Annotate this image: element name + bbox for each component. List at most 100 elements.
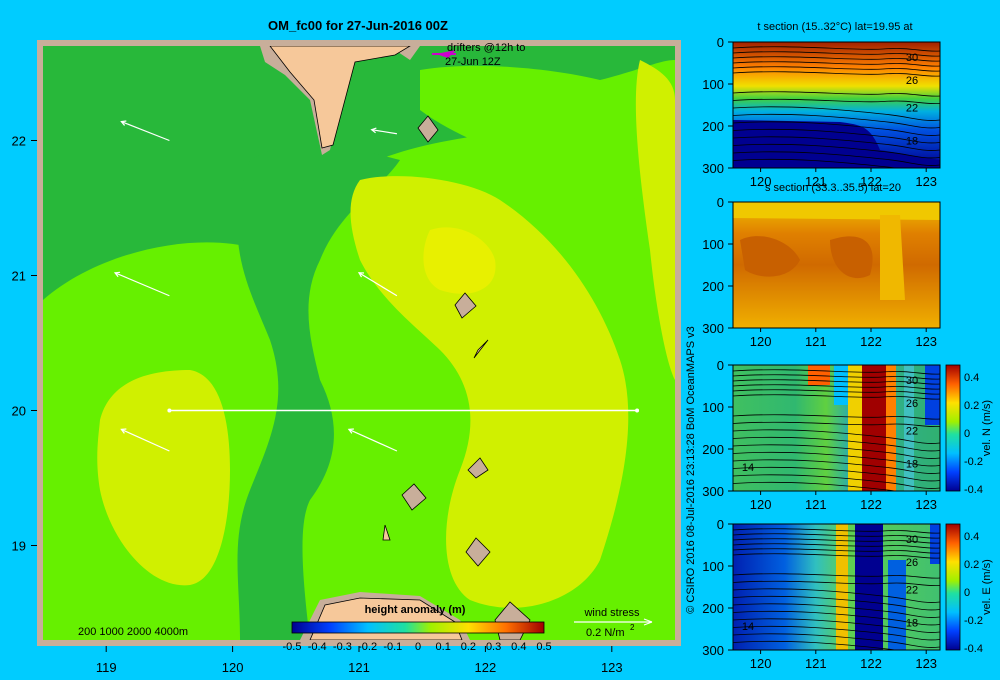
isotherm-contour [733, 548, 940, 554]
vn-cell-3 [848, 365, 862, 491]
depth-contour-legend: 200 1000 2000 4000m [78, 626, 188, 638]
isotherm-contour [733, 158, 898, 168]
map-title: OM_fc00 for 27-Jun-2016 00Z [268, 18, 448, 33]
map-axis-ticks: 119 120 121 122 123 19 20 21 22 [12, 134, 623, 676]
contour-label: 26 [906, 75, 918, 87]
isotherm-contour [733, 414, 940, 420]
section-y-tick-label: 300 [702, 484, 724, 499]
section-y-tick-label: 100 [702, 400, 724, 415]
vn-colorbar-label: vel. N (m/s) [981, 400, 993, 456]
map-y-tick-label: 19 [12, 539, 26, 554]
isotherm-contour [733, 113, 940, 129]
velocity-colorbar-tick-label: 0 [964, 428, 970, 440]
section-x-tick-label: 121 [805, 334, 827, 349]
section-y-tick-label: 0 [717, 195, 724, 210]
drifters-label-line1: drifters @12h to [447, 42, 525, 54]
isotherm-contour [733, 61, 940, 67]
field-region-northeast [420, 60, 675, 220]
velocity-colorbar-tick-label: -0.4 [964, 484, 983, 496]
drifters-label-line2: 27-Jun 12Z [445, 56, 501, 68]
colorbar-tick-label: -0.2 [358, 641, 377, 653]
section-y-tick-label: 300 [702, 161, 724, 176]
vn-cell-7 [925, 365, 940, 425]
isotherm-contour [733, 533, 940, 539]
isotherm-contour [733, 444, 940, 459]
isotherm-contour [733, 91, 940, 97]
s-section-surface [733, 202, 940, 220]
ve-colorbar [945, 523, 961, 651]
section-x-tick-label: 122 [860, 334, 882, 349]
isotherm-contour [733, 553, 940, 559]
wind-arrows [113, 120, 398, 452]
temperature-section-panel: t section (15..32°C) lat=19.95 at [732, 21, 941, 169]
map-y-tick-label: 20 [12, 404, 26, 419]
section-y-tick-label: 0 [717, 358, 724, 373]
isotherm-contour [733, 610, 940, 626]
colorbar-tick-label: 0.5 [536, 641, 551, 653]
contour-label: 22 [906, 103, 918, 115]
colorbar-tick-label: -0.4 [308, 641, 327, 653]
east-velocity-section-panel [732, 523, 961, 651]
velocity-colorbar-tick-label: -0.4 [964, 643, 983, 655]
north-velocity-section-panel [732, 364, 961, 492]
isotherm-contour [733, 595, 940, 611]
colorbar-tick-label: 0.1 [436, 641, 451, 653]
s-section-title: s section (33.3..35.5) lat=20 [765, 182, 901, 194]
height-colorbar [291, 621, 545, 634]
wind-stress-label: wind stress [583, 607, 640, 619]
isotherm-contour [733, 580, 940, 587]
field-region-east [635, 60, 675, 380]
wind-scale-superscript: 2 [630, 623, 635, 632]
vn-section-frame [732, 364, 941, 492]
contour-label: 22 [906, 585, 918, 597]
isotherm-contour [733, 136, 940, 151]
isotherm-contour [733, 543, 940, 549]
s-section-core-west [740, 236, 800, 277]
wind-stress-arrow-icon [120, 120, 170, 142]
isotherm-contour [733, 66, 940, 72]
section-x-tick-label: 120 [750, 334, 772, 349]
wind-stress-arrow-icon [370, 127, 398, 135]
colorbar-tick-label: 0.2 [461, 641, 476, 653]
field-channel [237, 144, 400, 640]
isotherm-contour [733, 625, 940, 641]
isotherm-contour [733, 384, 940, 390]
isotherm-contour [733, 121, 940, 136]
field-region-max [423, 227, 496, 294]
ve-cell-2 [855, 524, 883, 650]
colorbar-title: height anomaly (m) [365, 604, 466, 616]
colorbar-tick-label: 0.4 [511, 641, 526, 653]
contour-label: 26 [906, 557, 918, 569]
field-region-west [97, 370, 230, 586]
section-y-tick-label: 300 [702, 321, 724, 336]
section-y-tick-label: 0 [717, 517, 724, 532]
isotherm-contour [733, 128, 940, 144]
vn-cell-5 [886, 365, 896, 491]
section-y-tick-label: 200 [702, 279, 724, 294]
section-y-tick-label: 100 [702, 77, 724, 92]
s-section-core-mid [830, 236, 873, 279]
isotherm-contour [733, 538, 940, 544]
island-camiguin [465, 537, 491, 567]
velocity-colorbar-tick-label: -0.2 [964, 456, 983, 468]
section-x-tick-label: 123 [915, 334, 937, 349]
salinity-section-panel: s section (33.3..35.5) lat=20 [732, 182, 941, 329]
velocity-colorbar-tick-label: 0.2 [964, 400, 979, 412]
section-x-tick-label: 122 [860, 656, 882, 671]
velocity-colorbar-tick-label: 0.2 [964, 559, 979, 571]
isotherm-contour [733, 71, 940, 77]
island-small [382, 524, 391, 541]
section-x-tick-label: 123 [915, 497, 937, 512]
s-section-front [880, 215, 905, 300]
isotherm-contour [733, 429, 940, 444]
map-y-tick-label: 21 [12, 269, 26, 284]
map-x-tick-label: 120 [222, 660, 244, 675]
colorbar-tick-label: -0.3 [333, 641, 352, 653]
section-x-tick-label: 123 [915, 656, 937, 671]
colorbar-tick-label: 0 [415, 641, 421, 653]
map-y-tick-label: 22 [12, 134, 26, 149]
map-x-tick-label: 119 [96, 660, 117, 675]
map-x-tick-label: 123 [601, 660, 623, 675]
vn-cell-1 [808, 365, 830, 385]
